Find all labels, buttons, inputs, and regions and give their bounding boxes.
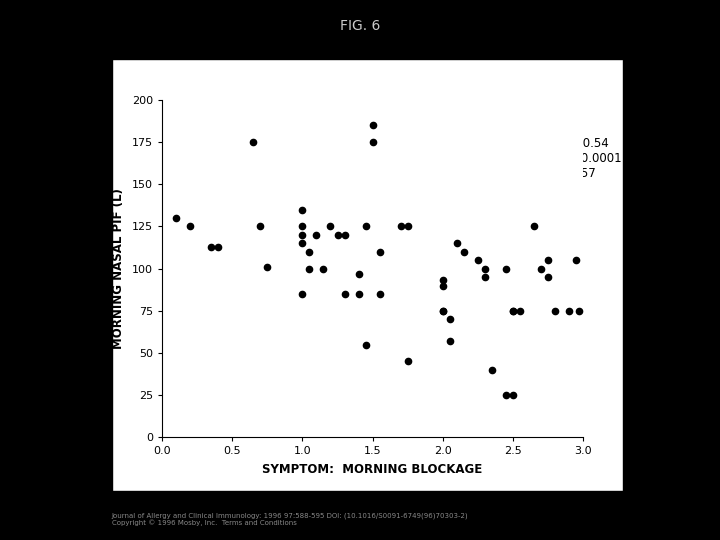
- Point: [366, 138, 379, 146]
- Text: Journal of Allergy and Clinical Immunology: 1996 97:588-595 DOI: (10.1016/S0091-: Journal of Allergy and Clinical Immunolo…: [112, 512, 468, 526]
- Point: [360, 222, 372, 231]
- Point: [297, 222, 308, 231]
- Text: FIG. 6: FIG. 6: [340, 19, 380, 33]
- Point: [542, 273, 554, 281]
- Point: [338, 231, 350, 239]
- Point: [451, 239, 462, 248]
- Point: [184, 222, 196, 231]
- Point: [332, 231, 343, 239]
- Point: [500, 264, 512, 273]
- Point: [549, 307, 561, 315]
- Point: [507, 307, 518, 315]
- Point: [205, 242, 217, 251]
- Point: [297, 231, 308, 239]
- Point: [437, 281, 449, 290]
- Point: [261, 262, 273, 271]
- Point: [212, 242, 224, 251]
- Point: [402, 357, 413, 366]
- Point: [458, 247, 469, 256]
- Point: [297, 205, 308, 214]
- Point: [402, 222, 413, 231]
- Point: [374, 289, 385, 298]
- Point: [255, 222, 266, 231]
- Point: [297, 239, 308, 248]
- Point: [573, 307, 585, 315]
- Point: [366, 121, 379, 130]
- Point: [325, 222, 336, 231]
- Point: [360, 340, 372, 349]
- Point: [486, 366, 498, 374]
- Point: [500, 391, 512, 400]
- Point: [395, 222, 406, 231]
- Point: [479, 264, 490, 273]
- Point: [444, 315, 456, 323]
- Point: [437, 307, 449, 315]
- Point: [444, 337, 456, 346]
- X-axis label: SYMPTOM:  MORNING BLOCKAGE: SYMPTOM: MORNING BLOCKAGE: [263, 463, 482, 476]
- Point: [507, 307, 518, 315]
- Point: [437, 276, 449, 285]
- Point: [248, 138, 259, 146]
- Point: [297, 289, 308, 298]
- Point: [353, 289, 364, 298]
- Point: [563, 307, 575, 315]
- Point: [507, 391, 518, 400]
- Point: [542, 256, 554, 265]
- Point: [528, 222, 540, 231]
- Point: [311, 231, 323, 239]
- Point: [304, 264, 315, 273]
- Point: [570, 256, 582, 265]
- Text: r = -0.54
p = 0.0001
n = 57: r = -0.54 p = 0.0001 n = 57: [557, 137, 622, 180]
- Point: [304, 247, 315, 256]
- Y-axis label: MORNING NASAL PIF (L): MORNING NASAL PIF (L): [112, 188, 125, 349]
- Point: [479, 273, 490, 281]
- Point: [170, 214, 181, 222]
- Point: [535, 264, 547, 273]
- Point: [437, 307, 449, 315]
- Point: [338, 289, 350, 298]
- Point: [514, 307, 526, 315]
- Point: [318, 264, 329, 273]
- Point: [472, 256, 484, 265]
- Point: [353, 269, 364, 278]
- Point: [374, 247, 385, 256]
